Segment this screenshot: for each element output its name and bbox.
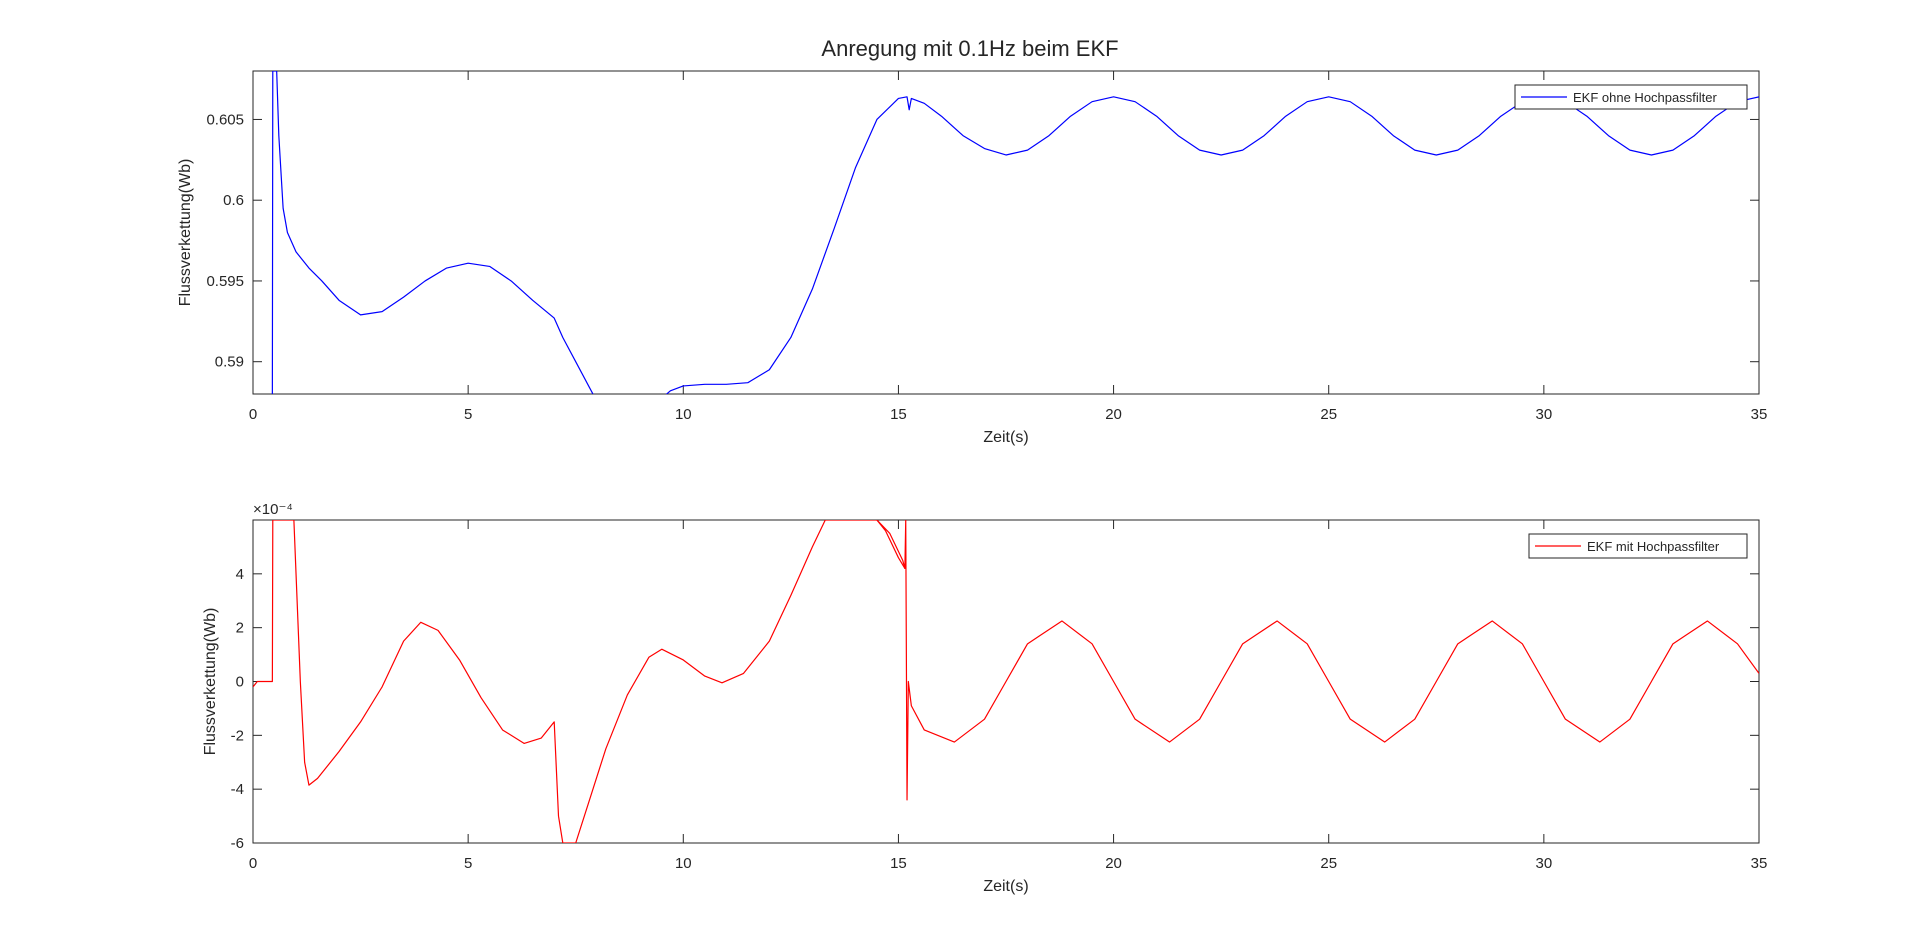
y-exponent-label: ×10⁻⁴ <box>253 501 293 518</box>
series-line <box>271 71 1759 394</box>
plot-area <box>252 70 1760 395</box>
x-tick-label: 35 <box>1751 855 1768 872</box>
y-tick-label: 0.595 <box>206 273 244 290</box>
y-tick-label: 4 <box>236 566 244 583</box>
x-tick-label: 35 <box>1751 406 1768 423</box>
x-axis-label: Zeit(s) <box>983 429 1028 446</box>
x-tick-label: 5 <box>464 406 472 423</box>
x-tick-label: 5 <box>464 855 472 872</box>
x-tick-label: 25 <box>1320 855 1337 872</box>
y-tick-label: 0.59 <box>215 354 244 371</box>
x-axis-label: Zeit(s) <box>983 878 1028 895</box>
axes-bottom: 0 5 10 15 20 25 30 35 -6 -4 -2 0 2 4 ×10⁻⁴ Zeit(s) Fluss… <box>202 501 1767 895</box>
x-tick-label: 15 <box>890 406 907 423</box>
legend-label: EKF ohne Hochpassfilter <box>1573 90 1717 105</box>
y-tick-label: -6 <box>231 835 244 852</box>
y-tick-label: 0 <box>236 674 244 691</box>
y-tick-label: 0.6 <box>223 192 244 209</box>
x-tick-label: 30 <box>1536 855 1553 872</box>
x-tick-label: 10 <box>675 855 692 872</box>
x-tick-label: 15 <box>890 855 907 872</box>
series-line <box>876 520 906 569</box>
series-line <box>253 520 1759 843</box>
y-axis-label: Flussverkettung(Wb) <box>177 159 194 307</box>
y-axis-label: Flussverkettung(Wb) <box>202 608 219 756</box>
x-tick-label: 0 <box>249 855 257 872</box>
x-tick-label: 0 <box>249 406 257 423</box>
y-tick-label: 0.605 <box>206 111 244 128</box>
figure-title: Anregung mit 0.1Hz beim EKF <box>821 36 1118 61</box>
x-tick-label: 20 <box>1105 406 1122 423</box>
x-tick-label: 10 <box>675 406 692 423</box>
legend-label: EKF mit Hochpassfilter <box>1587 539 1720 554</box>
y-tick-label: -2 <box>231 727 244 744</box>
y-tick-label: 2 <box>236 620 244 637</box>
y-tick-label: -4 <box>231 781 244 798</box>
x-tick-label: 20 <box>1105 855 1122 872</box>
x-tick-label: 30 <box>1536 406 1553 423</box>
axes-top: 0 5 10 15 20 25 30 35 0.59 0.595 0.6 0.605 Zeit(s) Fl… <box>177 70 1768 446</box>
x-tick-label: 25 <box>1320 406 1337 423</box>
